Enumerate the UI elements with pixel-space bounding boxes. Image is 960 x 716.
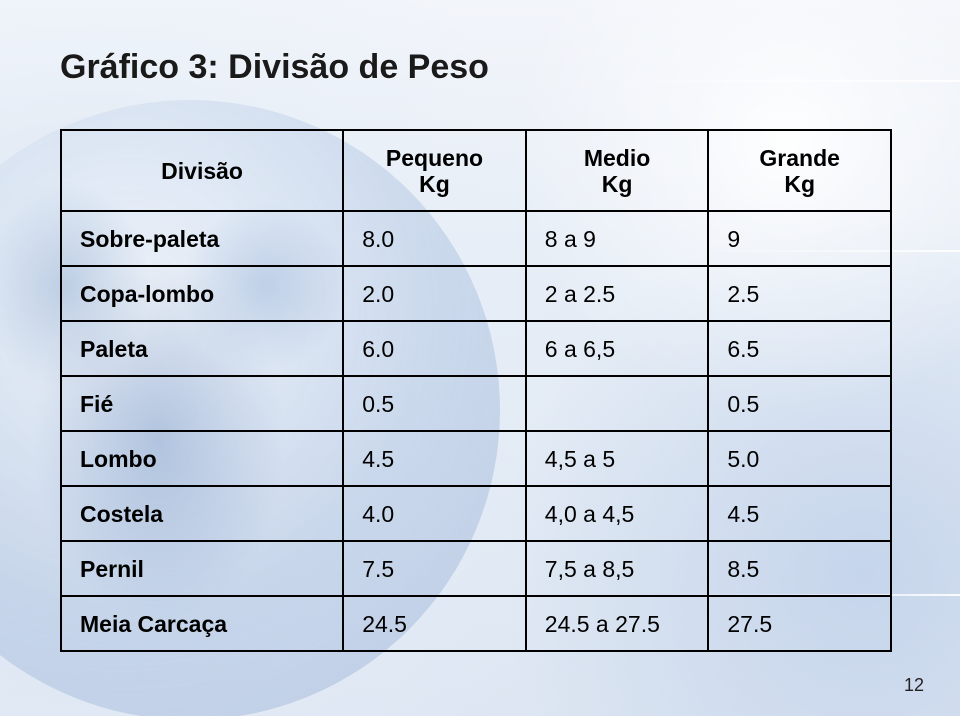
cell-grande: 9 [708, 211, 891, 266]
cell-medio: 8 a 9 [526, 211, 709, 266]
cell-grande: 5.0 [708, 431, 891, 486]
cell-medio: 6 a 6,5 [526, 321, 709, 376]
row-label: Costela [61, 486, 343, 541]
table-row: Costela 4.0 4,0 a 4,5 4.5 [61, 486, 891, 541]
table-header-row: Divisão PequenoKg MedioKg GrandeKg [61, 130, 891, 211]
row-label: Fié [61, 376, 343, 431]
cell-medio: 4,5 a 5 [526, 431, 709, 486]
cell-pequeno: 8.0 [343, 211, 526, 266]
cell-medio: 4,0 a 4,5 [526, 486, 709, 541]
row-label: Lombo [61, 431, 343, 486]
table-row: Paleta 6.0 6 a 6,5 6.5 [61, 321, 891, 376]
table-row: Sobre-paleta 8.0 8 a 9 9 [61, 211, 891, 266]
row-label: Meia Carcaça [61, 596, 343, 651]
cell-grande: 27.5 [708, 596, 891, 651]
cell-pequeno: 4.5 [343, 431, 526, 486]
cell-pequeno: 7.5 [343, 541, 526, 596]
slide-title: Gráfico 3: Divisão de Peso [60, 48, 904, 87]
page-number: 12 [904, 675, 924, 696]
cell-grande: 4.5 [708, 486, 891, 541]
table-body: Sobre-paleta 8.0 8 a 9 9 Copa-lombo 2.0 … [61, 211, 891, 651]
table-row: Meia Carcaça 24.5 24.5 a 27.5 27.5 [61, 596, 891, 651]
slide-content: Gráfico 3: Divisão de Peso Divisão Peque… [0, 0, 960, 682]
row-label: Copa-lombo [61, 266, 343, 321]
table-row: Fié 0.5 0.5 [61, 376, 891, 431]
table-row: Pernil 7.5 7,5 a 8,5 8.5 [61, 541, 891, 596]
cell-pequeno: 4.0 [343, 486, 526, 541]
cell-pequeno: 24.5 [343, 596, 526, 651]
cell-pequeno: 6.0 [343, 321, 526, 376]
table-row: Copa-lombo 2.0 2 a 2.5 2.5 [61, 266, 891, 321]
cell-medio: 2 a 2.5 [526, 266, 709, 321]
cell-grande: 6.5 [708, 321, 891, 376]
cell-grande: 2.5 [708, 266, 891, 321]
cell-grande: 0.5 [708, 376, 891, 431]
cell-grande: 8.5 [708, 541, 891, 596]
cell-medio [526, 376, 709, 431]
col-header-grande: GrandeKg [708, 130, 891, 211]
col-header-pequeno: PequenoKg [343, 130, 526, 211]
cell-medio: 7,5 a 8,5 [526, 541, 709, 596]
row-label: Pernil [61, 541, 343, 596]
col-header-medio: MedioKg [526, 130, 709, 211]
weight-table: Divisão PequenoKg MedioKg GrandeKg Sobre… [60, 129, 892, 652]
cell-medio: 24.5 a 27.5 [526, 596, 709, 651]
cell-pequeno: 2.0 [343, 266, 526, 321]
col-header-divisao: Divisão [61, 130, 343, 211]
row-label: Sobre-paleta [61, 211, 343, 266]
table-row: Lombo 4.5 4,5 a 5 5.0 [61, 431, 891, 486]
row-label: Paleta [61, 321, 343, 376]
cell-pequeno: 0.5 [343, 376, 526, 431]
